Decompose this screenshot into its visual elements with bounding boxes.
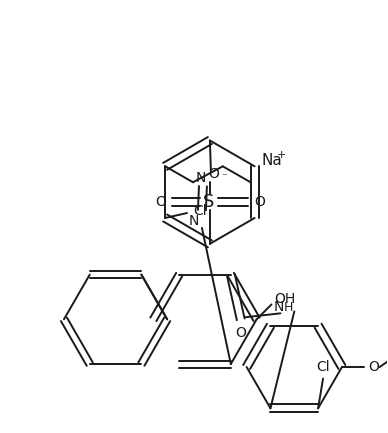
Text: N: N xyxy=(189,214,199,228)
Text: N: N xyxy=(273,301,284,314)
Text: S: S xyxy=(203,193,215,211)
Text: O: O xyxy=(235,326,246,340)
Text: Cl: Cl xyxy=(193,204,207,218)
Text: +: + xyxy=(277,150,286,160)
Text: O: O xyxy=(254,195,265,209)
Text: N: N xyxy=(196,171,206,185)
Text: Cl: Cl xyxy=(316,359,330,374)
Text: O: O xyxy=(155,195,166,209)
Text: Na: Na xyxy=(262,153,282,168)
Text: O: O xyxy=(368,360,379,374)
Text: OH: OH xyxy=(274,292,295,307)
Text: O: O xyxy=(208,167,219,181)
Text: H: H xyxy=(284,301,293,314)
Text: ⁻: ⁻ xyxy=(221,172,227,182)
